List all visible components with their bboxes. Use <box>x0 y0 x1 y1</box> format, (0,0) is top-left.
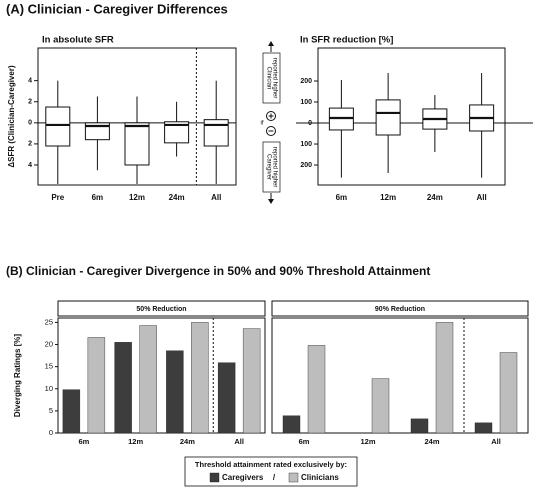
y-tick-label: 0 <box>28 120 32 127</box>
y-tick-label: 0 <box>49 428 53 437</box>
plus-sign <box>268 113 274 119</box>
y-tick-label: 200 <box>300 78 312 85</box>
annotation: Caregiver <box>265 154 271 180</box>
bar <box>371 378 390 434</box>
arrow-head <box>268 199 274 204</box>
x-tick-label: 12m <box>129 193 145 202</box>
x-tick-label: 24m <box>180 437 195 446</box>
bar <box>499 352 518 434</box>
bar <box>242 328 261 434</box>
plot-frame <box>37 47 237 186</box>
plot-frame <box>317 47 506 186</box>
bar <box>87 337 106 434</box>
note-box <box>262 141 281 193</box>
x-tick-label: 6m <box>336 193 348 202</box>
panel-title: (A) Clinician - Caregiver Differences <box>6 1 228 16</box>
legend-label: Clinicians <box>301 473 339 482</box>
legend-title: Threshold attainment rated exclusively b… <box>195 460 347 469</box>
legend-swatch <box>209 472 220 483</box>
x-tick-label: 6m <box>78 437 89 446</box>
x-tick-label: 24m <box>427 193 443 202</box>
y-tick-label: 100 <box>300 141 312 148</box>
y-tick-label: 25 <box>45 317 53 326</box>
bar <box>166 350 184 434</box>
bar <box>435 322 454 434</box>
annotation: if <box>261 121 264 127</box>
arrow-head <box>268 41 274 46</box>
bar <box>62 389 81 434</box>
box <box>203 119 229 147</box>
header-box <box>57 300 266 317</box>
y-axis-label: ΔSFR (Clinician-Caregiver) <box>7 65 16 168</box>
direction-key: if Clinician reported higher Caregiver r… <box>261 41 281 204</box>
box <box>375 99 401 136</box>
box <box>45 106 71 147</box>
x-tick-label: 12m <box>380 193 396 202</box>
annotation: reported higher <box>271 58 277 99</box>
header-box <box>271 300 529 317</box>
bar <box>217 362 236 434</box>
y-tick-label: 2 <box>28 141 32 148</box>
bar <box>139 325 157 434</box>
x-tick-label: 24m <box>169 193 185 202</box>
x-tick-label: 12m <box>360 437 375 446</box>
bar <box>474 422 493 434</box>
bar <box>307 345 326 434</box>
box <box>124 122 150 166</box>
bar <box>282 415 301 434</box>
x-tick-label: All <box>211 193 221 202</box>
x-tick-label: All <box>477 193 487 202</box>
bar <box>114 342 132 434</box>
x-tick-label: 6m <box>92 193 104 202</box>
panel-title: (B) Clinician - Caregiver Divergence in … <box>6 264 430 278</box>
panel-title: 50% Reduction <box>136 306 186 313</box>
plot-frame <box>57 317 266 434</box>
y-tick-label: 200 <box>300 162 312 169</box>
legend-label: Caregivers <box>222 473 264 482</box>
bar <box>410 418 429 434</box>
x-tick-label: 24m <box>424 437 439 446</box>
y-tick-label: 10 <box>45 384 53 393</box>
panel-title: In absolute SFR <box>42 35 114 46</box>
y-tick-label: 20 <box>45 340 53 349</box>
note-box <box>262 52 281 104</box>
legend-swatch <box>288 472 299 483</box>
annotation: Clinician <box>265 67 271 90</box>
y-tick-label: 15 <box>45 362 53 371</box>
x-tick-label: All <box>491 437 501 446</box>
y-tick-label: 4 <box>28 162 32 169</box>
y-tick-label: 100 <box>300 99 312 106</box>
y-tick-label: 4 <box>28 78 32 85</box>
plot-frame <box>271 317 529 434</box>
y-axis-label: Diverging Ratings [%] <box>13 334 22 417</box>
x-tick-label: 6m <box>299 437 310 446</box>
legend-separator: / <box>273 473 276 482</box>
x-tick-label: 12m <box>128 437 143 446</box>
panel-title: 90% Reduction <box>375 306 425 313</box>
annotation: reported higher <box>271 147 277 188</box>
y-tick-label: 5 <box>49 406 53 415</box>
bar <box>191 322 209 434</box>
box <box>164 121 190 144</box>
panel-title: In SFR reduction [%] <box>300 35 393 46</box>
x-tick-label: All <box>234 437 244 446</box>
y-tick-label: 2 <box>28 99 32 106</box>
x-tick-label: Pre <box>51 193 64 202</box>
